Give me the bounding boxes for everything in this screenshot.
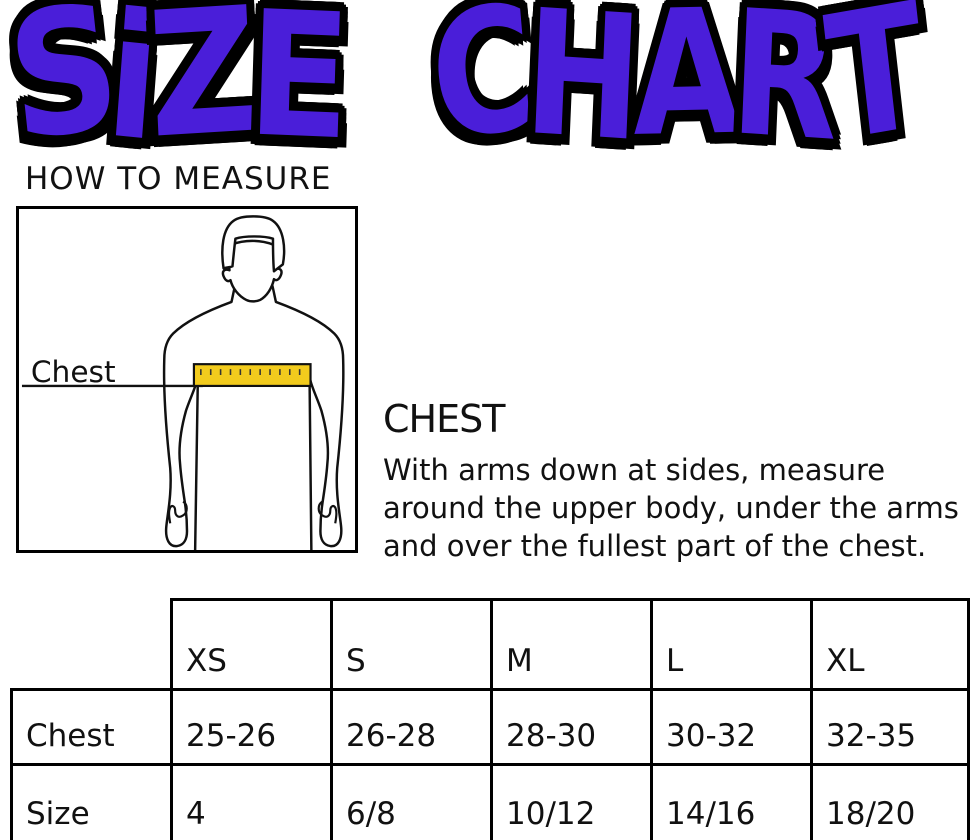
chest-value: 25-26 [170,688,333,766]
instruction-line: and over the fullest part of the chest. [383,529,927,563]
size-value: 4 [170,763,333,840]
size-value: 14/16 [650,763,813,840]
column-header-xs: XS [170,598,333,691]
title-letter: H [520,0,637,180]
body-outline [162,282,345,550]
tape-tick-marks [200,369,301,376]
torso-illustration: Chest [21,215,345,550]
chest-value: 32-35 [810,688,970,766]
instruction-line: With arms down at sides, measure [383,453,886,487]
how-to-measure-heading: HOW TO MEASURE [25,161,332,197]
title-letter: C [423,0,534,180]
column-header-l: L [650,598,813,691]
measuring-tape-icon [192,363,312,388]
size-value: 18/20 [810,763,970,840]
table-row-chest: Chest 25-26 26-28 28-30 30-32 32-35 [10,688,970,766]
size-table: XS S M L XL Chest 25-26 26-28 28-30 30-3… [10,598,970,840]
table-row-size: Size 4 6/8 10/12 14/16 18/20 [10,763,970,840]
title-letter: Z [144,0,253,178]
column-header-m: M [490,598,653,691]
chest-instruction-text: With arms down at sides, measure around … [383,451,959,565]
title-letter: S [0,0,119,181]
row-label-chest: Chest [10,688,173,766]
title-letter: T [818,0,927,181]
instruction-line: around the upper body, under the arms [383,491,959,525]
hair-outline [221,215,286,273]
page-title-word-chart: CHART [424,0,926,181]
size-value: 6/8 [330,763,493,840]
column-header-s: S [330,598,493,691]
chest-value: 28-30 [490,688,653,766]
chest-section-heading: CHEST [383,397,505,441]
row-label-size: Size [10,763,173,840]
size-value: 10/12 [490,763,653,840]
title-letter: R [726,0,834,180]
chest-figure-label: Chest [31,354,116,389]
title-letter: A [631,0,733,176]
chest-value: 30-32 [650,688,813,766]
measurement-figure-box: Chest [16,206,358,553]
table-corner-cell [12,600,172,690]
page-title-word-size: SiZE [0,0,344,180]
chest-value: 26-28 [330,688,493,766]
left-thumb-line [167,500,188,524]
right-thumb-line [317,500,338,524]
column-header-xl: XL [810,598,970,691]
title-letter: E [245,0,344,179]
size-table-header-row: XS S M L XL [12,598,970,691]
